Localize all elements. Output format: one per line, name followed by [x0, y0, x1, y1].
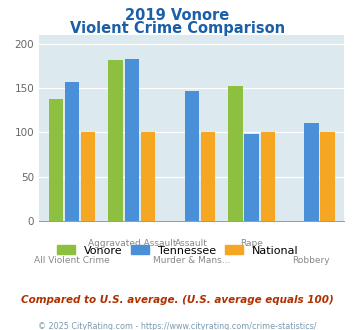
Bar	[228, 86, 242, 221]
Legend: Vonore, Tennessee, National: Vonore, Tennessee, National	[53, 241, 302, 260]
Bar	[201, 132, 215, 221]
Bar	[185, 90, 199, 221]
Text: © 2025 CityRating.com - https://www.cityrating.com/crime-statistics/: © 2025 CityRating.com - https://www.city…	[38, 322, 317, 330]
Bar	[244, 134, 259, 221]
Text: Murder & Mans...: Murder & Mans...	[153, 256, 230, 265]
Text: Assault: Assault	[175, 239, 208, 248]
Bar	[81, 132, 95, 221]
Text: Violent Crime Comparison: Violent Crime Comparison	[70, 21, 285, 36]
Bar	[141, 132, 155, 221]
Bar	[109, 59, 123, 221]
Text: Aggravated Assault: Aggravated Assault	[88, 239, 176, 248]
Text: All Violent Crime: All Violent Crime	[34, 256, 110, 265]
Text: Rape: Rape	[240, 239, 263, 248]
Bar	[65, 82, 79, 221]
Text: 2019 Vonore: 2019 Vonore	[125, 8, 230, 23]
Bar	[125, 59, 139, 221]
Bar	[49, 99, 63, 221]
Bar	[304, 123, 318, 221]
Bar	[321, 132, 335, 221]
Text: Compared to U.S. average. (U.S. average equals 100): Compared to U.S. average. (U.S. average …	[21, 295, 334, 305]
Bar	[261, 132, 275, 221]
Text: Robbery: Robbery	[293, 256, 330, 265]
